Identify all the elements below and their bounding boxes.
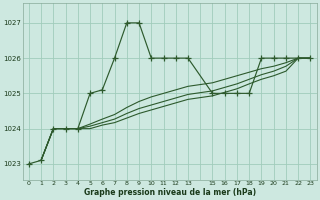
X-axis label: Graphe pression niveau de la mer (hPa): Graphe pression niveau de la mer (hPa)	[84, 188, 256, 197]
